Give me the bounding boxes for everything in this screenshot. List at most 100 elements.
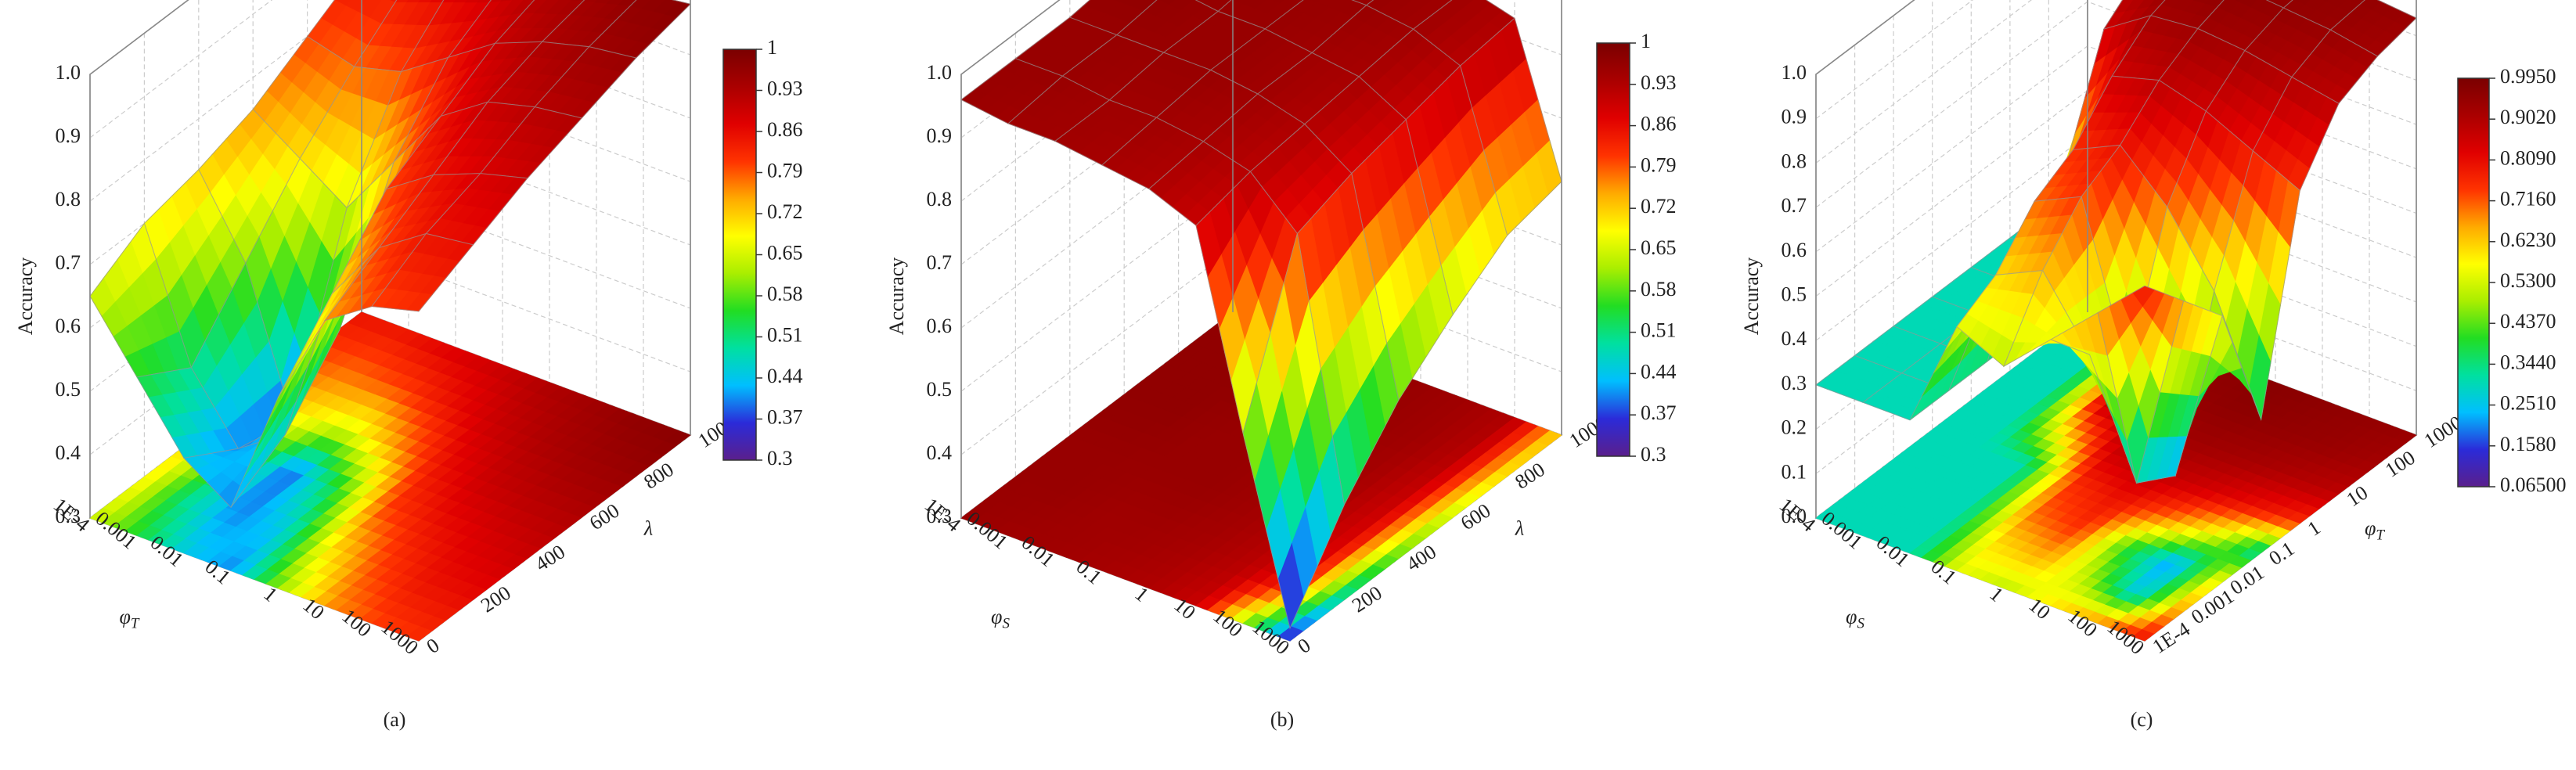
y-axis-label-sub: T bbox=[2376, 527, 2385, 544]
x-axis-label: φT bbox=[120, 605, 140, 631]
y-axis-label-symbol: φ bbox=[2365, 516, 2376, 539]
colorbar-tick-label: 0.4370 bbox=[2500, 310, 2556, 333]
colorbar-tick-label: 0.5300 bbox=[2500, 269, 2556, 292]
z-tick-label: 0.9 bbox=[927, 124, 953, 147]
z-tick-label: 0.7 bbox=[1782, 194, 1807, 217]
colorbar-tick-label: 0.86 bbox=[1641, 113, 1677, 135]
surface-mesh bbox=[1242, 233, 1345, 630]
colorbar-tick-label: 0.44 bbox=[1641, 360, 1677, 383]
colorbar-tick-label: 0.51 bbox=[1641, 319, 1677, 342]
z-tick-label: 0.5 bbox=[927, 378, 953, 401]
x-axis-label: φS bbox=[1846, 605, 1864, 631]
colorbar-tick-label: 0.72 bbox=[767, 200, 803, 223]
surface-mesh bbox=[371, 232, 474, 312]
colorbar bbox=[722, 49, 757, 461]
colorbar-tick-label: 0.37 bbox=[767, 405, 803, 428]
z-tick-label: 0.7 bbox=[927, 251, 953, 274]
colorbar-tick-label: 0.7160 bbox=[2500, 188, 2556, 210]
panel: 0.30.40.50.60.70.80.91.01E-40.001 0.010.1… bbox=[885, 0, 1677, 731]
y-axis-label: λ bbox=[643, 516, 653, 539]
colorbar-tick-label: 0.72 bbox=[1641, 195, 1677, 218]
z-tick-label: 0.4 bbox=[1782, 327, 1807, 350]
x-axis-label: φS bbox=[991, 605, 1010, 631]
z-tick-label: 0.4 bbox=[927, 441, 953, 464]
z-tick-label: 0.4 bbox=[56, 441, 81, 464]
x-axis-label-symbol: φ bbox=[1846, 605, 1857, 628]
z-tick-label: 1.0 bbox=[56, 61, 81, 84]
box-edge bbox=[960, 0, 1562, 518]
colorbar-tick-label: 0.79 bbox=[1641, 153, 1677, 176]
colorbar-tick-label: 0.58 bbox=[1641, 278, 1677, 300]
y-tick-label: 0 bbox=[1294, 634, 1315, 658]
colorbar-tick-label: 0.79 bbox=[767, 159, 803, 182]
z-axis-label: Accuracy bbox=[14, 257, 37, 336]
z-tick-label: 0.9 bbox=[1782, 106, 1807, 128]
z-tick-label: 0.0 bbox=[1782, 505, 1807, 527]
z-axis-label: Accuracy bbox=[885, 257, 908, 336]
z-tick-label: 1.0 bbox=[1782, 61, 1807, 84]
grid-line bbox=[1815, 0, 2417, 120]
z-axis-label: Accuracy bbox=[1740, 257, 1763, 336]
x-axis-label-sub: T bbox=[131, 616, 140, 632]
y-tick-label: 1 bbox=[2304, 516, 2325, 540]
panel: 0.30.40.50.60.70.80.91.01E-40.001 0.010.1… bbox=[14, 0, 803, 731]
colorbar-tick-label: 0.1580 bbox=[2500, 433, 2556, 455]
z-tick-label: 0.3 bbox=[1782, 372, 1807, 394]
colorbar-tick-label: 0.2510 bbox=[2500, 392, 2556, 415]
x-axis-label-symbol: φ bbox=[120, 605, 131, 628]
z-tick-label: 0.9 bbox=[56, 124, 81, 147]
colorbar-tick-label: 0.06500 bbox=[2500, 473, 2567, 496]
colorbar-tick-label: 0.9950 bbox=[2500, 65, 2556, 88]
colorbar-tick-label: 0.58 bbox=[767, 282, 803, 305]
z-tick-label: 0.3 bbox=[927, 505, 953, 527]
colorbar-tick-label: 0.44 bbox=[767, 365, 803, 387]
x-tick-label: 1E-4 bbox=[921, 493, 965, 536]
z-tick-label: 0.6 bbox=[56, 315, 81, 337]
colorbar-tick-label: 0.3 bbox=[1641, 443, 1666, 466]
z-tick-label: 0.5 bbox=[1782, 282, 1807, 305]
colorbar-tick-label: 1 bbox=[1641, 30, 1651, 52]
panel: 0.0 0.1 0.2 0.3 0.4 0.5 0.6 0.7 0.8 0.9 1.0 1E-4 0.0… bbox=[1740, 0, 2567, 731]
x-tick-label: 1 bbox=[1130, 582, 1153, 606]
z-tick-label: 0.8 bbox=[1782, 149, 1807, 172]
z-tick-label: 0.6 bbox=[1782, 239, 1807, 261]
colorbar-tick-label: 1 bbox=[767, 36, 777, 59]
x-tick-label: 1E-4 bbox=[49, 493, 94, 536]
colorbar-tick-label: 0.93 bbox=[1641, 71, 1677, 94]
colorbar-tick-label: 0.8090 bbox=[2500, 146, 2556, 169]
z-tick-label: 0.2 bbox=[1782, 416, 1807, 439]
panel-label: (a) bbox=[384, 708, 406, 731]
colorbar-tick-label: 0.9020 bbox=[2500, 106, 2556, 128]
z-tick-label: 1.0 bbox=[927, 61, 953, 84]
colorbar-tick-label: 0.6230 bbox=[2500, 228, 2556, 251]
colorbar-tick-label: 0.3440 bbox=[2500, 351, 2556, 373]
x-tick-label: 1 bbox=[1985, 582, 2008, 606]
z-tick-label: 0.8 bbox=[927, 188, 953, 210]
z-tick-label: 0.8 bbox=[56, 188, 81, 210]
colorbar-tick-label: 0.51 bbox=[767, 323, 803, 346]
z-tick-label: 0.1 bbox=[1782, 460, 1807, 483]
colorbar bbox=[1596, 42, 1630, 457]
colorbar-tick-label: 0.93 bbox=[767, 77, 803, 99]
z-tick-label: 0.6 bbox=[927, 315, 953, 337]
x-tick-label: 1E-4 bbox=[1775, 493, 1820, 536]
colorbar-tick-label: 0.37 bbox=[1641, 401, 1677, 424]
y-axis-label: λ bbox=[1515, 516, 1524, 539]
colorbar-tick-label: 0.65 bbox=[1641, 236, 1677, 259]
panel-label: (c) bbox=[2131, 708, 2153, 731]
colorbar-tick-label: 0.65 bbox=[767, 241, 803, 264]
panel-label: (b) bbox=[1270, 708, 1294, 731]
z-tick-label: 0.3 bbox=[56, 505, 81, 527]
x-axis-label-sub: S bbox=[1002, 616, 1010, 632]
z-tick-label: 0.5 bbox=[56, 378, 81, 401]
x-axis-label-symbol: φ bbox=[991, 605, 1002, 628]
x-tick-label: 1 bbox=[259, 582, 282, 606]
z-tick-label: 0.7 bbox=[56, 251, 81, 274]
y-tick-label: 0 bbox=[423, 634, 444, 658]
colorbar-tick-label: 0.3 bbox=[767, 447, 793, 470]
x-axis-label-sub: S bbox=[1857, 616, 1864, 632]
colorbar bbox=[2457, 77, 2490, 488]
y-axis-label: φT bbox=[2365, 516, 2385, 543]
colorbar-tick-label: 0.86 bbox=[767, 118, 803, 141]
